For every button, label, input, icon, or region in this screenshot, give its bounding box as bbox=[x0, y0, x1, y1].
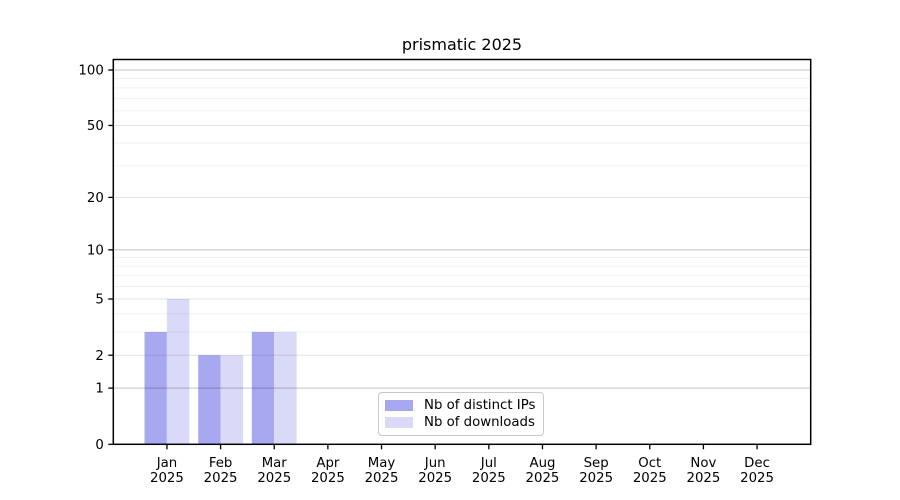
legend-item-distinct-ips: Nb of distinct IPs bbox=[385, 397, 536, 413]
legend-swatch-distinct-ips bbox=[385, 399, 413, 411]
x-tick-label-mar: Mar 2025 bbox=[257, 456, 291, 486]
bar-ips-jan bbox=[144, 331, 167, 445]
x-tick-label-feb: Feb 2025 bbox=[204, 456, 238, 486]
x-tick-label-jul: Jul 2025 bbox=[472, 456, 506, 486]
x-tick-label-apr: Apr 2025 bbox=[311, 456, 345, 486]
legend-item-downloads: Nb of downloads bbox=[385, 416, 535, 429]
chart-title: prismatic 2025 bbox=[401, 35, 523, 54]
x-tick-label-oct: Oct 2025 bbox=[633, 456, 667, 486]
legend-label-downloads: Nb of downloads bbox=[424, 414, 535, 430]
x-tick-label-may: May 2025 bbox=[365, 456, 399, 486]
y-tick-label-100: 100 bbox=[78, 64, 103, 79]
y-tick-label-20: 20 bbox=[87, 191, 104, 206]
y-tick-label-10: 10 bbox=[87, 243, 104, 258]
legend-label-distinct-ips: Nb of distinct IPs bbox=[424, 397, 536, 413]
y-tick-label-0: 0 bbox=[95, 438, 103, 453]
legend: Nb of distinct IPs Nb of downloads bbox=[378, 392, 544, 436]
y-tick-label-5: 5 bbox=[95, 293, 103, 308]
bar-downloads-feb bbox=[220, 355, 243, 445]
x-tick-label-jun: Jun 2025 bbox=[418, 456, 452, 486]
x-tick-label-nov: Nov 2025 bbox=[686, 456, 720, 486]
y-tick-label-2: 2 bbox=[95, 349, 103, 364]
x-tick-label-dec: Dec 2025 bbox=[740, 456, 774, 486]
bar-downloads-jan bbox=[166, 299, 190, 445]
legend-swatch-downloads bbox=[385, 417, 413, 429]
bar-ips-feb bbox=[198, 355, 221, 445]
bar-downloads-mar bbox=[274, 331, 297, 445]
x-tick-label-aug: Aug 2025 bbox=[526, 456, 560, 486]
y-tick-label-1: 1 bbox=[95, 382, 103, 397]
bar-ips-mar bbox=[251, 331, 275, 445]
x-tick-label-jan: Jan 2025 bbox=[150, 456, 184, 486]
x-tick-label-sep: Sep 2025 bbox=[579, 456, 613, 486]
y-tick-label-50: 50 bbox=[87, 119, 104, 134]
plot-border bbox=[112, 58, 812, 446]
